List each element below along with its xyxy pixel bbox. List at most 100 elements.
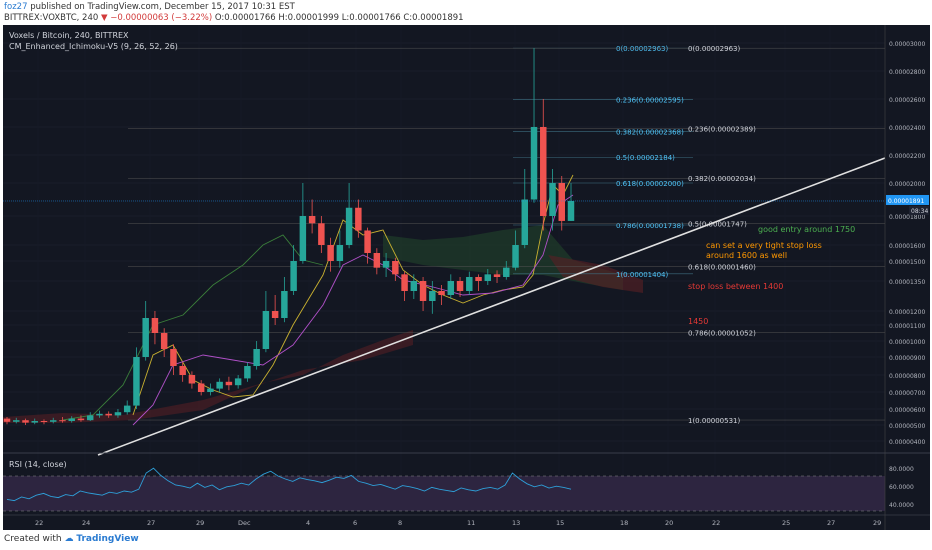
- rsi-band: [3, 476, 885, 511]
- candle-body: [540, 127, 547, 216]
- time-tick: 18: [620, 519, 628, 527]
- candle-body: [244, 366, 251, 379]
- down-arrow-icon: ▼: [100, 13, 108, 23]
- fib2-label: 0.5(0.00001747): [688, 221, 747, 229]
- time-tick: 15: [556, 519, 564, 527]
- time-tick: 24: [82, 519, 90, 527]
- ichimoku-cloud: [3, 225, 643, 423]
- fib2-label: 0.786(0.00001052): [688, 330, 756, 338]
- candle-body: [364, 230, 371, 253]
- candle-body: [493, 274, 501, 277]
- candle-body: [466, 277, 473, 291]
- indicator-label: CM_Enhanced_Ichimoku-V5 (9, 26, 52, 26): [9, 42, 178, 51]
- fib2-label: 0(0.00002963): [688, 45, 740, 53]
- time-tick: 29: [873, 519, 881, 527]
- time-tick: 25: [782, 519, 790, 527]
- candle-body: [429, 291, 436, 301]
- candle-body: [114, 412, 122, 416]
- time-tick: 20: [665, 519, 673, 527]
- candle-body: [105, 413, 112, 416]
- candle-body: [262, 311, 270, 349]
- annotations[interactable]: good entry around 1750 can set a very tig…: [688, 225, 855, 326]
- candle-body: [49, 420, 57, 422]
- time-tick: 8: [398, 519, 402, 527]
- trendline[interactable]: [97, 157, 886, 456]
- candle-body: [197, 383, 205, 392]
- annotation-text: can set a very tight stop loss: [706, 241, 822, 250]
- fib1-label: 0.618(0.00002000): [616, 180, 684, 188]
- annotation-text: around 1600 as well: [706, 251, 787, 260]
- price-tick: 0.00003000: [889, 41, 925, 48]
- price-tick: 0.00002600: [889, 97, 925, 104]
- price-tick: 0.00001100: [889, 323, 925, 330]
- candle-body: [59, 420, 66, 422]
- candle-body: [234, 378, 242, 386]
- candle-body: [133, 357, 140, 406]
- candles[interactable]: [3, 48, 575, 425]
- fib2-label: 0.236(0.00002389): [688, 126, 756, 134]
- rsi-line: [6, 467, 572, 502]
- price-tick: 0.00000900: [889, 355, 925, 362]
- candle-body: [170, 349, 177, 366]
- candle-body: [281, 291, 288, 318]
- candle-body: [558, 183, 565, 221]
- symbol-ohlc: O:0.00001766 H:0.00001999 L:0.00001766 C…: [214, 13, 464, 23]
- chikou-line: [62, 234, 324, 421]
- candle-body: [290, 261, 297, 291]
- grid: [3, 25, 885, 515]
- candle-body: [521, 199, 529, 245]
- chart-area[interactable]: 0(0.00002963) 0.236(0.00002595) 0.382(0.00…: [3, 25, 930, 530]
- annotation-text: good entry around 1750: [758, 225, 855, 234]
- price-tick: 0.00002800: [889, 69, 925, 76]
- chart-svg[interactable]: 0(0.00002963) 0.236(0.00002595) 0.382(0.00…: [3, 25, 930, 530]
- fib1-label: 0.786(0.00001738): [616, 222, 684, 230]
- candle-body: [456, 281, 464, 291]
- time-tick: 13: [512, 519, 520, 527]
- candle-body: [40, 421, 48, 422]
- price-tick: 0.00000500: [889, 423, 925, 430]
- candle-body: [447, 281, 455, 295]
- price-tick: 0.00001000: [889, 339, 925, 346]
- time-tick: 11: [467, 519, 475, 527]
- candle-body: [327, 245, 334, 261]
- username[interactable]: foz27: [4, 2, 28, 12]
- rsi-tick: 40.0000: [889, 502, 914, 509]
- symbol-info: BITTREX:VOXBTC, 240 ▼ −0.00000063 (−3.22…: [4, 13, 464, 23]
- footer-brand[interactable]: TradingView: [76, 534, 139, 544]
- candle-body: [484, 274, 492, 281]
- candle-body: [253, 349, 260, 366]
- axes: 0.00003000 0.00002800 0.00002600 0.00002400…: [3, 25, 930, 530]
- candle-body: [503, 267, 510, 277]
- tradingview-logo-icon: ☁: [64, 534, 74, 544]
- candle-body: [188, 375, 196, 384]
- rsi-tick: 60.0000: [889, 484, 914, 491]
- candle-body: [160, 333, 168, 349]
- time-tick: 6: [353, 519, 357, 527]
- time-tick: 29: [196, 519, 204, 527]
- candle-body: [567, 200, 575, 221]
- footer-created: Created with: [4, 534, 62, 544]
- time-tick: Dec: [238, 519, 251, 527]
- countdown-label: 08:34: [911, 208, 928, 215]
- price-tick: 0.00001800: [889, 214, 925, 221]
- candle-body: [419, 281, 427, 301]
- chart-title: Voxels / Bitcoin, 240, BITTREX: [9, 31, 129, 40]
- fib1-label: 0.5(0.00002184): [616, 154, 675, 162]
- candle-body: [216, 381, 223, 389]
- fib1-label: 0.382(0.00002368): [616, 128, 684, 136]
- rsi-tick: 80.0000: [889, 466, 914, 473]
- publish-text: published on TradingView.com, December 1…: [30, 2, 295, 12]
- publish-info: foz27 published on TradingView.com, Dece…: [4, 2, 295, 12]
- fib2-label: 0.382(0.00002034): [688, 175, 756, 183]
- kijun-line: [132, 194, 574, 426]
- candle-body: [345, 207, 353, 245]
- fib1-label: 0.236(0.00002595): [616, 97, 684, 105]
- price-tick: 0.00000800: [889, 373, 925, 380]
- time-tick: 27: [827, 519, 835, 527]
- candle-body: [77, 418, 85, 421]
- symbol-prefix: BITTREX:VOXBTC, 240: [4, 13, 99, 23]
- price-tick: 0.00001200: [889, 309, 925, 316]
- time-tick: 22: [712, 519, 720, 527]
- price-tick: 0.00002000: [889, 181, 925, 188]
- price-tick: 0.00001500: [889, 259, 925, 266]
